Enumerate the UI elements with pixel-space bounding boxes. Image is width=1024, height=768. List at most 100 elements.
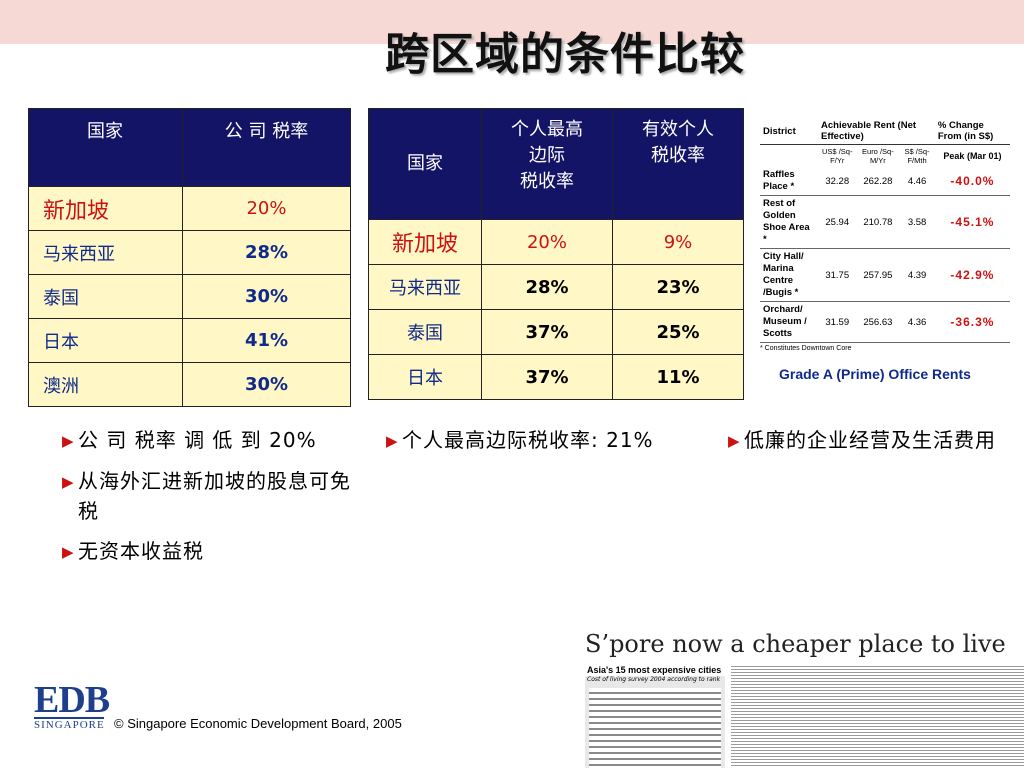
table-row: 泰国 37% 25% [368, 309, 744, 355]
rate-cell: 30% [182, 274, 351, 319]
district-cell: Raffles Place * [760, 167, 818, 196]
bullet-list-right: ▶ 低廉的企业经营及生活费用 [728, 425, 1018, 466]
change-cell: -45.1% [934, 195, 1010, 249]
euro-cell: 256.63 [856, 301, 900, 343]
rent-caption: Grade A (Prime) Office Rents [779, 366, 971, 382]
header-band [0, 0, 1024, 44]
country-cell: 日本 [28, 318, 183, 363]
country-cell: 泰国 [368, 309, 482, 355]
bullet-text: 个人最高边际税收率: 21% [402, 428, 654, 452]
table-header: 有效个人 税收率 [612, 108, 744, 220]
arrow-bullet-icon: ▶ [62, 432, 74, 450]
rent-header: Achievable Rent (Net Effective) [818, 118, 935, 145]
rent-note: * Constitutes Downtown Core [760, 345, 852, 352]
country-cell: 新加坡 [28, 186, 183, 231]
country-cell: 马来西亚 [28, 230, 183, 275]
rate-cell: 41% [182, 318, 351, 363]
list-item: ▶ 低廉的企业经营及生活费用 [728, 425, 1018, 456]
rent-subheader: S$ /Sq-F/Mth [904, 147, 930, 165]
news-headline: S’pore now a cheaper place to live [585, 630, 1006, 658]
sgd-cell: 4.36 [899, 301, 935, 343]
table-row: 新加坡 20% [28, 186, 351, 231]
table-row: 马来西亚 28% [28, 230, 351, 275]
table-row: 日本 37% 11% [368, 354, 744, 400]
table-row: 日本 41% [28, 318, 351, 363]
page-title: 跨区域的条件比较 [385, 29, 745, 80]
euro-cell: 257.95 [856, 248, 900, 302]
rent-subheader: US$ /Sq-F/Yr [822, 147, 853, 165]
office-rent-table: District Achievable Rent (Net Effective)… [760, 118, 1012, 352]
sgd-cell: 3.58 [899, 195, 935, 249]
effective-cell: 23% [612, 264, 744, 310]
table-row: 新加坡 20% 9% [368, 219, 744, 265]
arrow-bullet-icon: ▶ [62, 473, 74, 491]
usd-cell: 32.28 [818, 167, 857, 196]
header-line: 个人最高 [511, 119, 583, 140]
sgd-cell: 4.46 [899, 167, 935, 196]
news-ranking-box: Asia's 15 most expensive cities Cost of … [585, 664, 725, 768]
bullet-text: 公 司 税率 调 低 到 20% [78, 428, 317, 452]
country-cell: 澳洲 [28, 362, 183, 407]
marginal-cell: 28% [481, 264, 613, 310]
bullet-text: 无资本收益税 [78, 539, 204, 563]
logo-text: EDB [34, 679, 110, 721]
district-cell: Orchard/ Museum / Scotts [760, 301, 818, 343]
arrow-bullet-icon: ▶ [62, 543, 74, 561]
header-line: 税收率 [651, 145, 705, 166]
rent-row: City Hall/ Marina Centre /Bugis * 31.75 … [760, 248, 1010, 302]
list-item: ▶ 个人最高边际税收率: 21% [386, 425, 706, 456]
bullet-list-left: ▶ 公 司 税率 调 低 到 20% ▶ 从海外汇进新加坡的股息可免税 ▶ 无资本收益… [62, 425, 352, 577]
list-item: ▶ 公 司 税率 调 低 到 20% [62, 425, 352, 456]
effective-cell: 25% [612, 309, 744, 355]
marginal-cell: 20% [481, 219, 613, 265]
arrow-bullet-icon: ▶ [728, 432, 740, 450]
rate-cell: 30% [182, 362, 351, 407]
table-header: 国家 [28, 108, 183, 187]
table-row: 泰国 30% [28, 274, 351, 319]
change-cell: -40.0% [934, 167, 1010, 196]
table-header: 国家 [368, 108, 482, 220]
rent-row: Rest of Golden Shoe Area * 25.94 210.78 … [760, 195, 1010, 249]
edb-logo: EDB SINGAPORE [34, 679, 110, 731]
table-row: 马来西亚 28% 23% [368, 264, 744, 310]
rent-subheader: Peak (Mar 01) [943, 151, 1002, 161]
news-ranking-lines [589, 688, 721, 768]
logo-subtext: SINGAPORE [34, 717, 105, 731]
news-box-title: Asia's 15 most expensive cities [585, 664, 725, 676]
personal-tax-table: 国家 个人最高 边际 税收率 有效个人 税收率 新加坡 20% 9% 马来西亚 … [368, 108, 744, 400]
list-item: ▶ 无资本收益税 [62, 536, 352, 567]
table-row: 澳洲 30% [28, 362, 351, 407]
bullet-list-middle: ▶ 个人最高边际税收率: 21% [386, 425, 706, 466]
country-cell: 泰国 [28, 274, 183, 319]
rate-cell: 28% [182, 230, 351, 275]
header-line: 有效个人 [642, 119, 714, 140]
marginal-cell: 37% [481, 309, 613, 355]
sgd-cell: 4.39 [899, 248, 935, 302]
table-header: 个人最高 边际 税收率 [481, 108, 613, 220]
rent-header: % Change From (in S$) [934, 118, 1010, 145]
euro-cell: 262.28 [856, 167, 900, 196]
district-cell: City Hall/ Marina Centre /Bugis * [760, 248, 818, 302]
change-cell: -42.9% [934, 248, 1010, 302]
euro-cell: 210.78 [856, 195, 900, 249]
country-cell: 日本 [368, 354, 482, 400]
country-cell: 新加坡 [368, 219, 482, 265]
usd-cell: 31.59 [818, 301, 857, 343]
news-body-text [731, 664, 1024, 768]
table-header: 公 司 税率 [182, 108, 351, 187]
news-box-subtitle: Cost of living survey 2004 according to … [587, 676, 721, 683]
rent-row: Orchard/ Museum / Scotts 31.59 256.63 4.… [760, 301, 1010, 343]
rent-row: Raffles Place * 32.28 262.28 4.46 -40.0% [760, 167, 1010, 196]
usd-cell: 25.94 [818, 195, 857, 249]
effective-cell: 9% [612, 219, 744, 265]
list-item: ▶ 从海外汇进新加坡的股息可免税 [62, 466, 352, 526]
arrow-bullet-icon: ▶ [386, 432, 398, 450]
usd-cell: 31.75 [818, 248, 857, 302]
rent-subheader: Euro /Sq-M/Yr [862, 147, 894, 165]
corporate-tax-table: 国家 公 司 税率 新加坡 20% 马来西亚 28% 泰国 30% 日本 41%… [28, 108, 351, 407]
rate-cell: 20% [182, 186, 351, 231]
country-cell: 马来西亚 [368, 264, 482, 310]
newspaper-clipping: S’pore now a cheaper place to live Asia'… [585, 630, 1024, 768]
bullet-text: 从海外汇进新加坡的股息可免税 [78, 469, 351, 523]
rent-header: District [760, 118, 818, 145]
